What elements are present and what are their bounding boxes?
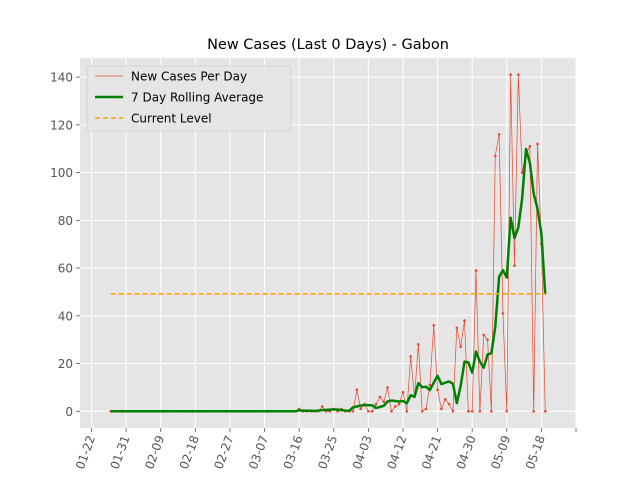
new-cases-point: [447, 402, 451, 406]
y-tick-label: 140: [50, 71, 73, 85]
new-cases-point: [532, 409, 536, 413]
new-cases-point: [390, 409, 393, 413]
new-cases-point: [440, 407, 443, 411]
new-cases-point: [367, 409, 370, 413]
new-cases-point: [467, 409, 470, 413]
new-cases-point: [486, 338, 489, 341]
chart-title: New Cases (Last 0 Days) - Gabon: [207, 37, 449, 53]
y-tick-label: 0: [65, 405, 73, 419]
new-cases-point: [397, 402, 401, 406]
y-tick-label: 80: [58, 214, 73, 228]
new-cases-point: [409, 355, 412, 358]
legend-label-new-cases: New Cases Per Day: [131, 70, 247, 84]
new-cases-point: [497, 133, 501, 136]
new-cases-point: [386, 386, 389, 389]
new-cases-point: [490, 409, 493, 413]
new-cases-point: [459, 345, 462, 349]
new-cases-point: [359, 407, 362, 411]
new-cases-point: [424, 407, 428, 411]
new-cases-point: [543, 409, 547, 413]
new-cases-point: [432, 324, 436, 327]
new-cases-point: [455, 326, 459, 330]
legend-label-current-level: Current Level: [131, 112, 212, 126]
new-cases-point: [405, 409, 409, 413]
new-cases-point: [493, 154, 497, 158]
new-cases-point: [520, 171, 524, 174]
y-tick-label: 120: [50, 118, 73, 132]
new-cases-point: [513, 264, 516, 267]
new-cases-point: [474, 269, 478, 272]
new-cases-point: [420, 409, 424, 413]
new-cases-point: [528, 145, 532, 148]
new-cases-point: [443, 398, 447, 401]
new-cases-point: [417, 343, 420, 346]
new-cases-point: [378, 395, 382, 399]
new-cases-point: [478, 409, 482, 413]
new-cases-point: [428, 383, 432, 387]
new-cases-point: [505, 409, 509, 413]
new-cases-point: [501, 312, 505, 315]
new-cases-point: [320, 405, 324, 408]
legend-box: [86, 65, 292, 132]
new-cases-point: [470, 409, 474, 413]
new-cases-point: [536, 142, 539, 146]
series-layer: [109, 73, 547, 413]
y-tick-label: 20: [58, 357, 73, 371]
rolling-average-line: [110, 147, 547, 413]
new-cases-point: [482, 333, 486, 337]
new-cases-point: [517, 73, 520, 77]
new-cases-point: [374, 402, 378, 406]
new-cases-point: [393, 405, 397, 408]
y-tick-label: 60: [58, 262, 73, 276]
y-tick-label: 40: [58, 309, 73, 323]
new-cases-point: [463, 319, 466, 322]
new-cases-point: [370, 409, 374, 413]
grid-lines: [80, 58, 577, 428]
y-tick-label: 100: [50, 166, 73, 180]
legend-label-rolling-average: 7 Day Rolling Average: [131, 91, 263, 105]
new-cases-point: [451, 409, 455, 413]
legend: New Cases Per Day 7 Day Rolling Average …: [86, 65, 292, 132]
new-cases-point: [355, 388, 359, 392]
new-cases-point: [509, 73, 512, 77]
new-cases-point: [351, 409, 355, 413]
new-cases-point: [382, 400, 386, 404]
new-cases-point: [436, 388, 439, 392]
new-cases-point: [401, 390, 405, 394]
